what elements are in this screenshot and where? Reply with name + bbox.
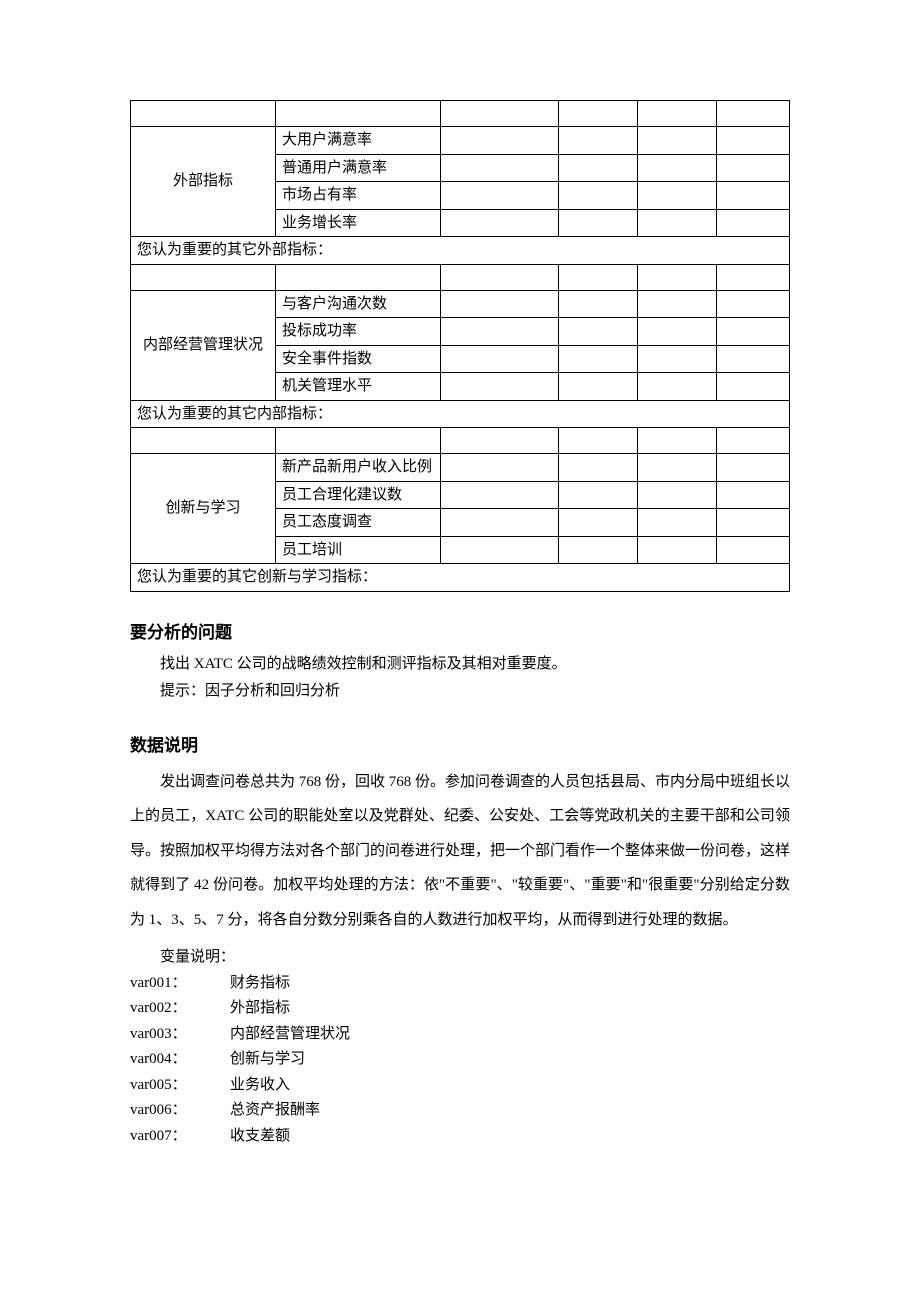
indicator-cell: 与客户沟通次数 xyxy=(275,290,440,318)
variable-row: var001： 财务指标 xyxy=(130,971,790,997)
variable-list-label: 变量说明： xyxy=(130,945,790,971)
analysis-line: 找出 XATC 公司的战略绩效控制和测评指标及其相对重要度。 xyxy=(130,651,790,678)
table-prompt-row: 您认为重要的其它外部指标： xyxy=(131,237,790,265)
data-desc-body: 发出调查问卷总共为 768 份，回收 768 份。参加问卷调查的人员包括县局、市… xyxy=(130,765,790,938)
variable-name: 内部经营管理状况 xyxy=(230,1022,350,1048)
variable-name: 收支差额 xyxy=(230,1124,290,1150)
variable-name: 外部指标 xyxy=(230,996,290,1022)
variable-row: var007： 收支差额 xyxy=(130,1124,790,1150)
indicator-cell: 机关管理水平 xyxy=(275,373,440,401)
variable-code: var003： xyxy=(130,1022,230,1048)
table-row: 创新与学习 新产品新用户收入比例 xyxy=(131,454,790,482)
prompt-cell: 您认为重要的其它创新与学习指标： xyxy=(131,564,790,592)
category-cell: 内部经营管理状况 xyxy=(131,290,276,400)
indicator-cell: 员工态度调查 xyxy=(275,509,440,537)
variable-name: 财务指标 xyxy=(230,971,290,997)
analysis-heading: 要分析的问题 xyxy=(130,620,790,646)
data-desc-paragraph: 发出调查问卷总共为 768 份，回收 768 份。参加问卷调查的人员包括县局、市… xyxy=(130,765,790,938)
indicator-cell: 员工培训 xyxy=(275,536,440,564)
table-prompt-row: 您认为重要的其它内部指标： xyxy=(131,400,790,428)
variable-code: var007： xyxy=(130,1124,230,1150)
variable-code: var002： xyxy=(130,996,230,1022)
indicator-cell: 安全事件指数 xyxy=(275,345,440,373)
indicator-cell: 员工合理化建议数 xyxy=(275,481,440,509)
indicator-cell: 新产品新用户收入比例 xyxy=(275,454,440,482)
variable-row: var005： 业务收入 xyxy=(130,1073,790,1099)
indicator-cell: 普通用户满意率 xyxy=(275,154,440,182)
indicator-cell: 大用户满意率 xyxy=(275,127,440,155)
variable-code: var004： xyxy=(130,1047,230,1073)
indicator-cell: 投标成功率 xyxy=(275,318,440,346)
table-prompt-row: 您认为重要的其它创新与学习指标： xyxy=(131,564,790,592)
data-desc-heading: 数据说明 xyxy=(130,733,790,759)
table-row: 外部指标 大用户满意率 xyxy=(131,127,790,155)
indicator-table: 外部指标 大用户满意率 普通用户满意率 市场占有率 业务增长率 您认为重要的其它… xyxy=(130,100,790,592)
variable-name: 创新与学习 xyxy=(230,1047,305,1073)
prompt-cell: 您认为重要的其它内部指标： xyxy=(131,400,790,428)
category-cell: 创新与学习 xyxy=(131,454,276,564)
analysis-line: 提示：因子分析和回归分析 xyxy=(130,678,790,705)
indicator-cell: 市场占有率 xyxy=(275,182,440,210)
variable-code: var006： xyxy=(130,1098,230,1124)
table-empty-row xyxy=(131,428,790,454)
variable-row: var003： 内部经营管理状况 xyxy=(130,1022,790,1048)
variable-code: var005： xyxy=(130,1073,230,1099)
variable-code: var001： xyxy=(130,971,230,997)
table-row: 内部经营管理状况 与客户沟通次数 xyxy=(131,290,790,318)
indicator-cell: 业务增长率 xyxy=(275,209,440,237)
variable-list: 变量说明： var001： 财务指标 var002： 外部指标 var003： … xyxy=(130,945,790,1149)
variable-row: var002： 外部指标 xyxy=(130,996,790,1022)
table-empty-row xyxy=(131,264,790,290)
table-empty-row xyxy=(131,101,790,127)
variable-name: 业务收入 xyxy=(230,1073,290,1099)
category-cell: 外部指标 xyxy=(131,127,276,237)
prompt-cell: 您认为重要的其它外部指标： xyxy=(131,237,790,265)
analysis-body: 找出 XATC 公司的战略绩效控制和测评指标及其相对重要度。 提示：因子分析和回… xyxy=(130,651,790,705)
variable-row: var006： 总资产报酬率 xyxy=(130,1098,790,1124)
variable-name: 总资产报酬率 xyxy=(230,1098,320,1124)
variable-row: var004： 创新与学习 xyxy=(130,1047,790,1073)
